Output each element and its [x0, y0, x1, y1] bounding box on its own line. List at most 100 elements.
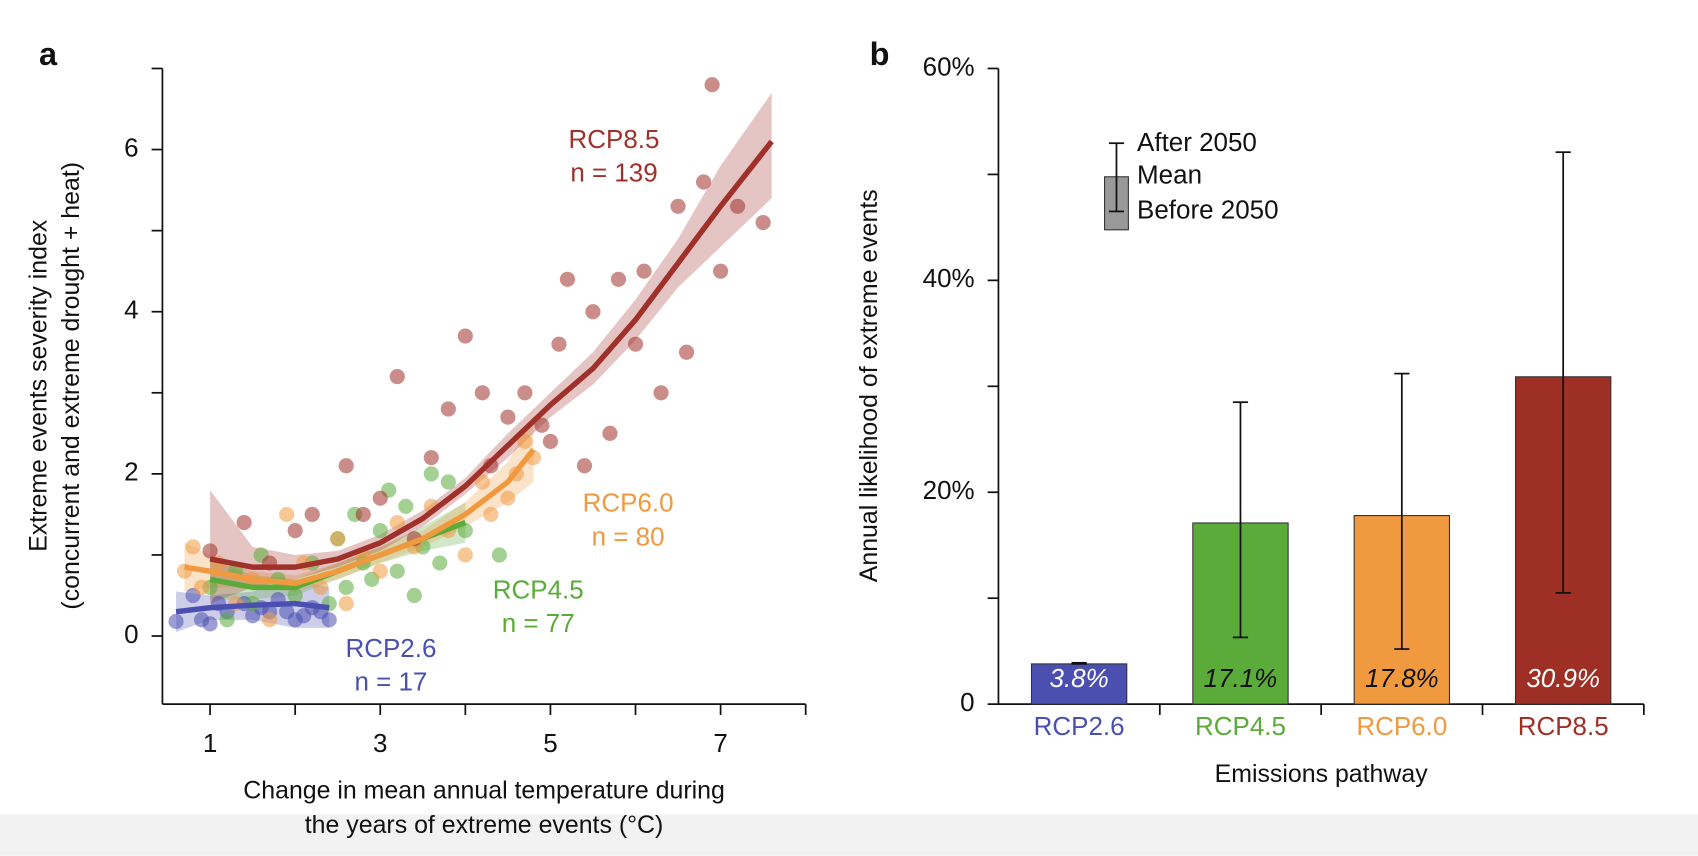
point — [517, 433, 533, 450]
point — [534, 417, 550, 433]
point — [398, 498, 414, 514]
bar — [1030, 663, 1128, 705]
point — [202, 543, 218, 559]
point — [279, 506, 295, 522]
x-axis-label: Emissions pathway — [1215, 760, 1429, 788]
point — [193, 579, 210, 595]
series-label: RCP2.6 — [345, 633, 436, 663]
point — [713, 263, 729, 279]
x-tick-label: RCP6.0 — [1356, 711, 1447, 741]
point — [338, 579, 354, 595]
point — [483, 506, 499, 522]
point — [440, 474, 456, 490]
point — [636, 263, 652, 279]
point — [517, 385, 533, 401]
point — [355, 506, 371, 522]
series-n-label: n = 80 — [592, 521, 665, 551]
x-tick-label: 5 — [543, 728, 557, 758]
point — [500, 409, 516, 425]
point — [474, 385, 490, 401]
y-axis-label: Annual likelihood of extreme events — [855, 189, 883, 582]
fit-line — [184, 447, 536, 587]
y-axis-label: (concurrent and extreme drought + heat) — [57, 162, 85, 610]
series-n-label: n = 139 — [570, 157, 657, 187]
y-tick-label: 60% — [923, 51, 975, 81]
panel-letter: a — [39, 36, 58, 72]
point — [585, 304, 601, 320]
x-tick-label: RCP2.6 — [1034, 711, 1125, 741]
point — [389, 563, 405, 579]
point — [457, 328, 473, 344]
point — [389, 368, 405, 385]
point — [474, 474, 490, 490]
x-tick-label: RCP4.5 — [1195, 711, 1286, 741]
y-tick-label: 0 — [960, 687, 974, 717]
y-tick-label: 40% — [923, 263, 975, 293]
point — [287, 523, 303, 539]
point — [423, 466, 439, 482]
panel-letter: b — [870, 36, 890, 72]
point — [704, 77, 720, 93]
point — [185, 539, 201, 555]
series-n-label: n = 77 — [502, 608, 575, 638]
x-axis-label: Change in mean annual temperature during — [243, 776, 725, 804]
point — [432, 555, 448, 571]
point — [559, 271, 576, 287]
series-label: RCP4.5 — [493, 574, 584, 604]
x-tick-label: 3 — [373, 728, 387, 758]
point — [245, 608, 261, 624]
y-tick-label: 0 — [124, 619, 138, 649]
point — [202, 616, 218, 632]
point — [440, 401, 456, 417]
point — [406, 587, 422, 604]
point — [500, 490, 516, 506]
point — [330, 531, 346, 547]
point — [338, 458, 354, 474]
point — [372, 563, 388, 579]
legend-text: Before 2050 — [1137, 194, 1278, 224]
point — [542, 433, 559, 450]
value-label: 17.1% — [1204, 663, 1278, 693]
point — [313, 579, 329, 595]
point — [457, 547, 473, 563]
point — [219, 612, 235, 628]
y-tick-label: 20% — [923, 475, 975, 505]
point — [168, 613, 184, 630]
x-tick-label: 7 — [713, 728, 727, 758]
x-axis-label: the years of extreme events (°C) — [305, 811, 664, 839]
point — [423, 450, 439, 466]
y-tick-label: 4 — [124, 295, 138, 325]
point — [610, 271, 627, 287]
point — [551, 336, 567, 352]
point — [338, 596, 354, 612]
point — [372, 523, 388, 539]
legend-text: After 2050 — [1137, 127, 1257, 157]
point — [678, 344, 695, 360]
point — [236, 514, 252, 531]
value-label: 3.8% — [1050, 663, 1109, 693]
fit-line — [175, 600, 330, 615]
point — [262, 612, 278, 628]
y-axis-label: Extreme events severity index — [25, 219, 53, 552]
point — [653, 385, 669, 401]
point — [755, 214, 771, 231]
series-n-label: n = 17 — [354, 666, 427, 696]
point — [372, 490, 388, 506]
point — [321, 612, 337, 628]
point — [602, 425, 618, 441]
legend-text: Mean — [1137, 160, 1202, 190]
point — [491, 547, 507, 563]
series-label: RCP8.5 — [569, 124, 660, 154]
point — [627, 336, 644, 352]
x-tick-label: 1 — [203, 728, 217, 758]
point — [576, 458, 593, 474]
point — [730, 198, 746, 214]
y-tick-label: 6 — [124, 132, 138, 162]
value-label: 17.8% — [1365, 663, 1439, 693]
value-label: 30.9% — [1526, 663, 1600, 693]
point — [389, 514, 405, 531]
footer-strip — [0, 814, 1698, 856]
point — [287, 587, 303, 604]
point — [670, 198, 686, 214]
x-tick-label: RCP8.5 — [1518, 711, 1609, 741]
